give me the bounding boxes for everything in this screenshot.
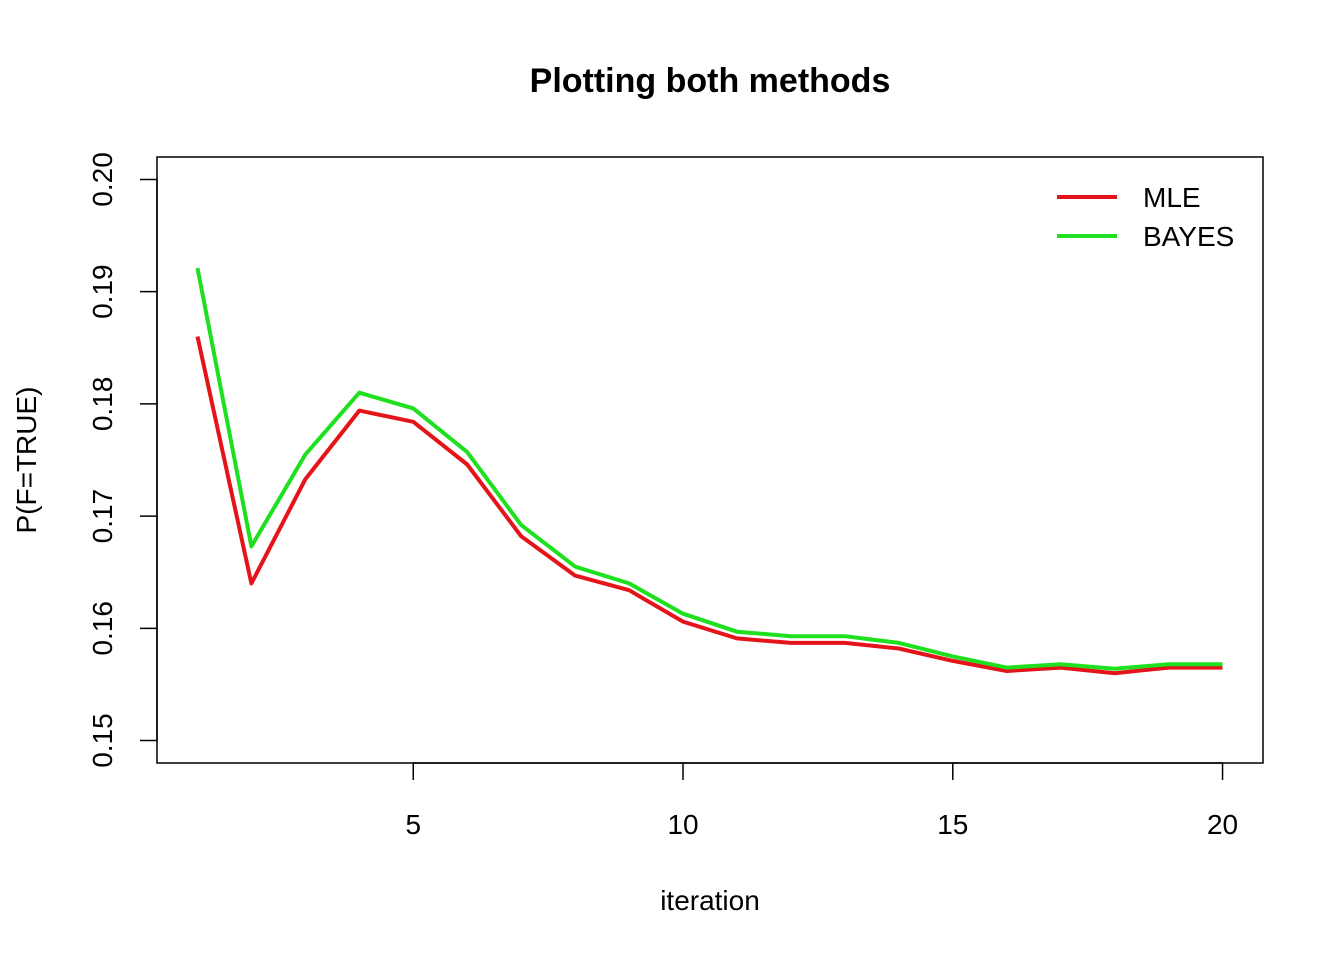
y-tick-label: 0.19 (87, 264, 118, 319)
chart-title: Plotting both methods (530, 62, 891, 100)
x-tick-label: 10 (667, 809, 698, 840)
x-axis: 5 10 15 20 (405, 762, 1238, 840)
x-tick-label: 20 (1207, 809, 1238, 840)
x-axis-label: iteration (660, 885, 760, 916)
x-tick-label: 15 (937, 809, 968, 840)
series-line-bayes (195, 267, 1223, 671)
y-tick-label: 0.16 (87, 601, 118, 656)
y-axis: 0.15 0.16 0.17 0.18 0.19 0.20 (87, 152, 158, 768)
series-line-mle (195, 336, 1223, 676)
legend: MLE BAYES (1057, 182, 1234, 252)
legend-label-mle: MLE (1143, 182, 1201, 213)
series-layer (195, 267, 1223, 676)
y-axis-label: P(F=TRUE) (11, 387, 42, 534)
legend-label-bayes: BAYES (1143, 221, 1234, 252)
y-tick-label: 0.17 (87, 489, 118, 544)
y-tick-label: 0.15 (87, 713, 118, 768)
y-tick-label: 0.20 (87, 152, 118, 207)
x-tick-label: 5 (405, 809, 421, 840)
y-tick-label: 0.18 (87, 377, 118, 432)
